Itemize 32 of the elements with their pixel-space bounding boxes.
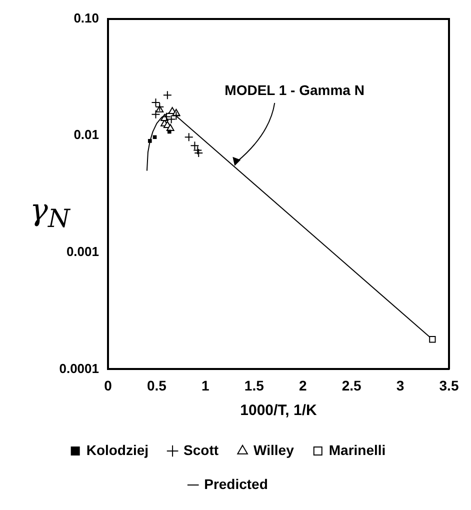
y-tick-label: 0.001: [66, 244, 99, 259]
x-tick-label: 1.5: [244, 377, 264, 394]
legend-label: Willey: [254, 442, 294, 458]
point: [148, 139, 152, 143]
legend-label: Predicted: [204, 476, 268, 492]
legend-label: Marinelli: [328, 442, 386, 458]
y-tick-label: 0.01: [74, 127, 99, 142]
y-tick-label: 0.0001: [59, 360, 99, 376]
x-axis-title: 1000/T, 1/K: [240, 402, 318, 420]
x-tick-label: 0.5: [146, 377, 167, 394]
point: [194, 148, 204, 158]
y-tick-label: 0.10: [74, 10, 99, 26]
point: [151, 110, 160, 119]
x-tick-label: 0: [104, 377, 112, 394]
point: [166, 124, 174, 132]
point: [429, 336, 436, 343]
y-axis-title: γ$_{N}$: [30, 193, 70, 233]
x-tick-label: 3.5: [439, 377, 459, 394]
point: [151, 98, 160, 108]
x-tick-label: 2: [298, 377, 307, 394]
legend-label: Scott: [184, 442, 219, 458]
point: [155, 102, 164, 112]
point: [162, 90, 172, 100]
x-tick-label: 3: [396, 377, 404, 394]
legend-label: Kolodziej: [86, 442, 149, 458]
point: [152, 135, 157, 140]
x-tick-label: 2.5: [342, 377, 362, 394]
point: [172, 111, 181, 120]
point: [167, 130, 172, 134]
x-tick-label: 1: [202, 377, 210, 394]
annotation: MODEL 1 - Gamma N: [224, 82, 364, 98]
point: [184, 132, 194, 142]
